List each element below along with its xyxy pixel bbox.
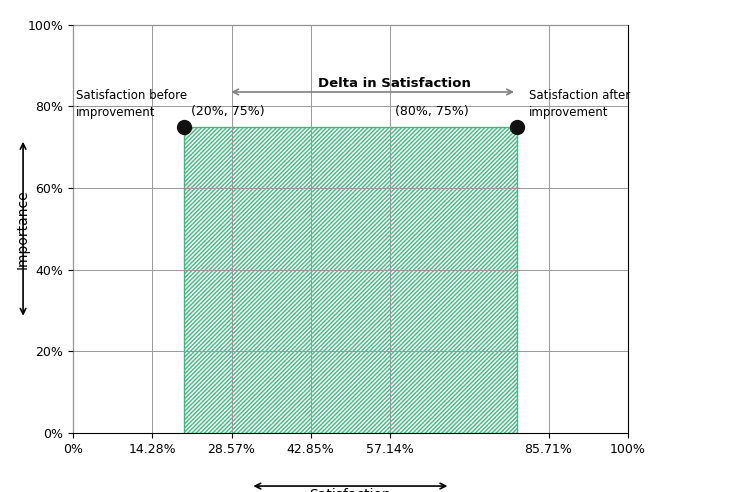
Point (511, 123, 523, 130)
Text: (80%, 75%): (80%, 75%) (395, 105, 469, 118)
Bar (184, 126, 517, 433)
Text: Satisfaction before
improvement: Satisfaction before improvement (76, 89, 187, 119)
Text: Satisfaction: Satisfaction (310, 488, 391, 492)
Bar (184, 126, 517, 433)
Text: (20%, 75%): (20%, 75%) (191, 105, 264, 118)
Text: Importance: Importance (16, 189, 30, 269)
Text: Satisfaction after
improvement: Satisfaction after improvement (529, 89, 630, 119)
Text: Delta in Satisfaction: Delta in Satisfaction (318, 77, 472, 90)
Point (178, 123, 190, 130)
